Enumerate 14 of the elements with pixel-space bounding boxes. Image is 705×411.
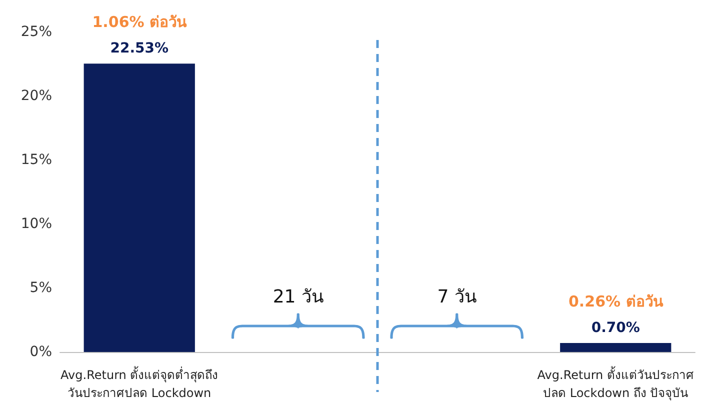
annotation: 21 วัน	[272, 286, 324, 308]
y-tick-label: 5%	[30, 280, 52, 296]
annotation: 7 วัน	[437, 286, 476, 308]
annotation: 1.06% ต่อวัน	[92, 13, 188, 32]
y-tick-label: 25%	[20, 24, 52, 40]
y-tick-label: 10%	[20, 216, 52, 232]
annotation: 0.26% ต่อวัน	[568, 292, 664, 311]
data-label: 22.53%	[110, 40, 169, 57]
y-tick-label: 15%	[20, 152, 52, 168]
y-tick-label: 0%	[30, 344, 52, 360]
data-label: 0.70%	[591, 320, 640, 336]
x-tick-label: Avg.Return ตั้งแต่วันประกาศ ปลด Lockdown ถึง ปัจจุบัน	[537, 366, 694, 401]
x-tick-label: Avg.Return ตั้งแต่จุดต่ำสุดถึง วันประกาศปลด Lockdown	[60, 366, 218, 400]
y-tick-label: 20%	[20, 88, 52, 104]
